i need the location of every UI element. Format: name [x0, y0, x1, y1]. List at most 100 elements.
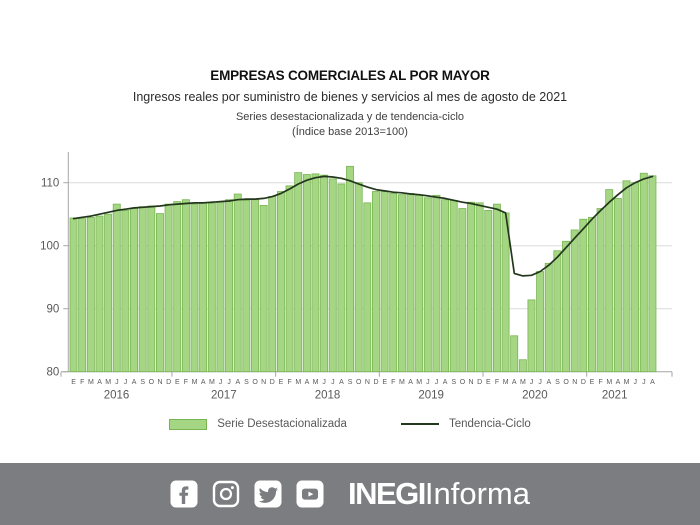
bar — [415, 194, 424, 373]
svg-text:J: J — [426, 379, 430, 386]
svg-text:90: 90 — [47, 304, 60, 316]
bar — [268, 196, 277, 373]
bar — [570, 229, 579, 373]
bar — [276, 191, 285, 373]
svg-text:O: O — [356, 379, 362, 386]
svg-text:M: M — [105, 379, 111, 386]
bar — [371, 191, 380, 373]
svg-text:M: M — [606, 379, 612, 386]
svg-text:A: A — [546, 379, 551, 386]
bar — [294, 172, 303, 373]
svg-text:E: E — [279, 379, 284, 386]
svg-text:D: D — [373, 379, 378, 386]
svg-text:F: F — [287, 379, 291, 386]
bar — [69, 217, 78, 373]
svg-text:E: E — [382, 379, 387, 386]
svg-text:E: E — [175, 379, 180, 386]
bar — [155, 213, 164, 373]
bar — [216, 201, 225, 373]
bars-layer — [69, 165, 657, 373]
bar — [328, 178, 337, 373]
svg-text:S: S — [140, 379, 145, 386]
bar — [320, 174, 329, 373]
bar — [104, 213, 113, 373]
svg-text:O: O — [252, 379, 258, 386]
svg-text:D: D — [270, 379, 275, 386]
series-note: Series desestacionalizada y de tendencia… — [235, 111, 465, 123]
svg-text:100: 100 — [40, 241, 59, 253]
title-block: EMPRESAS COMERCIALES AL POR MAYOR Ingres… — [0, 68, 700, 141]
bar — [458, 208, 467, 373]
bar — [190, 203, 199, 373]
svg-text:S: S — [555, 379, 560, 386]
bar — [406, 193, 415, 373]
bar — [492, 203, 501, 373]
svg-text:2016: 2016 — [104, 390, 130, 402]
brand-inegi: INEGI — [347, 476, 426, 511]
facebook-icon[interactable] — [170, 480, 198, 508]
svg-text:O: O — [149, 379, 155, 386]
svg-text:N: N — [157, 379, 162, 386]
bar — [380, 191, 389, 373]
trend-line — [72, 175, 654, 277]
bar — [536, 271, 545, 373]
instagram-icon[interactable] — [212, 480, 240, 508]
bar — [389, 193, 398, 373]
bar — [121, 210, 130, 373]
svg-text:M: M — [209, 379, 215, 386]
svg-text:F: F — [495, 379, 499, 386]
legend-bar-label: Serie Desestacionalizada — [217, 418, 347, 430]
svg-text:2020: 2020 — [522, 390, 548, 402]
svg-text:M: M — [416, 379, 422, 386]
legend-line-label: Tendencia-Ciclo — [448, 418, 531, 430]
svg-text:E: E — [71, 379, 76, 386]
bar — [86, 216, 95, 373]
bar — [173, 201, 182, 373]
svg-text:M: M — [313, 379, 319, 386]
bar — [181, 199, 190, 373]
bar — [285, 185, 294, 373]
svg-text:A: A — [201, 379, 206, 386]
twitter-icon[interactable] — [254, 480, 282, 508]
brand-informa: Informa — [424, 476, 530, 511]
bar — [588, 216, 596, 373]
bar — [199, 202, 208, 373]
svg-text:J: J — [227, 379, 231, 386]
bar — [518, 359, 527, 373]
svg-text:A: A — [305, 379, 310, 386]
svg-text:J: J — [115, 379, 119, 386]
svg-text:O: O — [563, 379, 569, 386]
legend-line-swatch — [400, 423, 439, 425]
svg-text:M: M — [399, 379, 405, 386]
bar — [302, 174, 311, 373]
svg-text:F: F — [391, 379, 395, 386]
svg-text:2018: 2018 — [315, 390, 341, 402]
svg-text:F: F — [80, 379, 84, 386]
page-title: EMPRESAS COMERCIALES AL POR MAYOR — [210, 68, 490, 83]
svg-text:D: D — [166, 379, 171, 386]
svg-text:J: J — [530, 379, 534, 386]
bar — [432, 194, 441, 373]
bar — [596, 208, 605, 373]
y-axis: 80 90 100 110 — [40, 152, 69, 379]
svg-text:J: J — [331, 379, 335, 386]
svg-text:2021: 2021 — [602, 390, 628, 402]
svg-text:A: A — [650, 379, 655, 386]
svg-text:J: J — [219, 379, 223, 386]
svg-text:N: N — [365, 379, 370, 386]
bar — [207, 203, 216, 373]
svg-text:F: F — [184, 379, 188, 386]
social-icons — [170, 480, 324, 508]
footer-banner: INEGI Informa — [0, 463, 700, 525]
svg-text:N: N — [469, 379, 474, 386]
bar — [164, 203, 173, 373]
svg-text:A: A — [235, 379, 240, 386]
youtube-icon[interactable] — [296, 480, 324, 508]
svg-text:A: A — [512, 379, 517, 386]
bar — [233, 193, 242, 373]
svg-text:N: N — [261, 379, 266, 386]
x-axis — [60, 371, 673, 377]
bar — [130, 208, 138, 373]
